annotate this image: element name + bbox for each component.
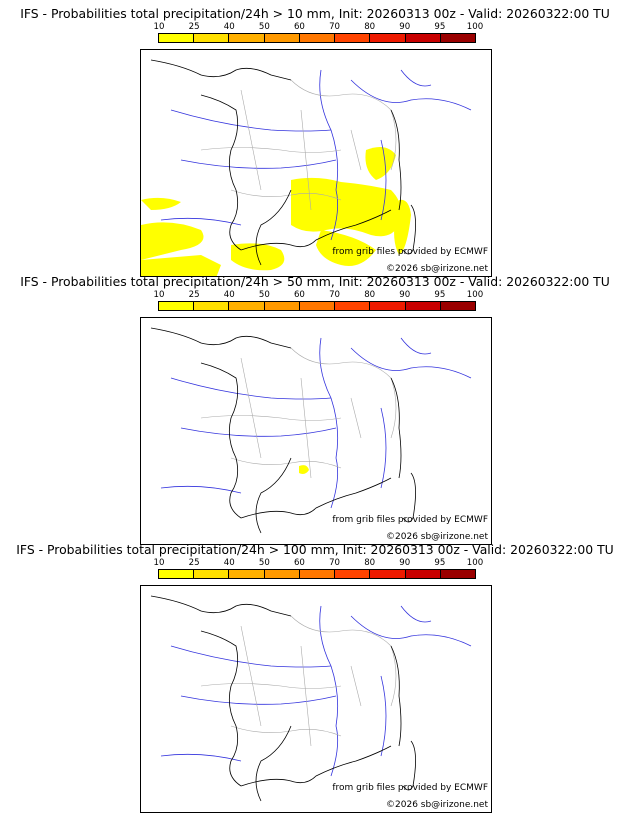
legend-tick-label: 60 [293,290,305,300]
coastline [150,595,416,802]
legend-tick-label: 60 [293,22,305,32]
legend-tick-label: 70 [329,22,341,32]
legend-tick-label: 90 [399,558,411,568]
credit-copyright: ©2026 sb@irizone.net [386,800,488,810]
legend-tick-label: 80 [364,290,376,300]
legend-tick-label: 40 [223,22,235,32]
legend-swatch [264,302,300,310]
legend-swatch [405,302,441,310]
legend-swatch [159,570,195,578]
credit-copyright: ©2026 sb@irizone.net [386,264,488,274]
legend-tick-label: 50 [258,290,270,300]
legend-tick-label: 25 [188,558,200,568]
color-legend: 10 25 40 50 60 70 80 90 95 100 [154,290,483,314]
rivers [160,337,472,509]
legend-tick-label: 10 [153,22,165,32]
borders [200,79,397,211]
legend-swatch [299,34,336,42]
legend-tick-label: 80 [364,22,376,32]
precip-map: from grib files provided by ECMWF ©2026 … [140,317,492,545]
legend-tick-label: 80 [364,558,376,568]
precip-area [141,146,411,276]
legend-tick-label: 50 [258,22,270,32]
legend-swatch [264,34,300,42]
panel-title: IFS - Probabilities total precipitation/… [20,6,610,21]
legend-tick-label: 95 [434,290,446,300]
rivers [160,605,472,777]
legend-tick-label: 10 [153,558,165,568]
legend-swatch [299,570,336,578]
legend-tick-label: 40 [223,558,235,568]
legend-swatch [194,34,230,42]
legend-tick-label: 70 [329,290,341,300]
map-graphic [150,327,472,534]
legend-tick-label: 100 [466,290,484,300]
legend-swatch [194,302,230,310]
legend-tick-label: 90 [399,22,411,32]
legend-tick-label: 40 [223,290,235,300]
legend-tick-label: 90 [399,290,411,300]
coastline [150,59,416,266]
legend-swatch [229,302,265,310]
map-panel-50mm: IFS - Probabilities total precipitation/… [0,274,630,545]
legend-swatch [229,34,265,42]
legend-tick-label: 95 [434,22,446,32]
legend-tick-label: 100 [466,558,484,568]
precip-area [299,465,309,474]
legend-tick-label: 60 [293,558,305,568]
credit-grib: from grib files provided by ECMWF [332,783,488,793]
legend-swatch [440,302,475,310]
legend-swatch [370,570,406,578]
map-graphic [141,59,472,276]
legend-swatch [264,570,300,578]
legend-tick-label: 50 [258,558,270,568]
legend-swatch [159,302,195,310]
map-panel-100mm: IFS - Probabilities total precipitation/… [0,542,630,813]
legend-swatch [370,34,406,42]
legend-swatch [370,302,406,310]
color-legend: 10 25 40 50 60 70 80 90 95 100 [154,558,483,582]
credit-grib: from grib files provided by ECMWF [332,247,488,257]
borders [200,615,397,747]
legend-tick-label: 25 [188,290,200,300]
legend-swatch [299,302,336,310]
color-legend: 10 25 40 50 60 70 80 90 95 100 [154,22,483,46]
legend-color-bar [158,301,476,311]
precip-map: from grib files provided by ECMWF ©2026 … [140,49,492,277]
legend-color-bar [158,33,476,43]
legend-swatch [335,570,371,578]
legend-swatch [440,570,475,578]
legend-swatch [194,570,230,578]
map-graphic [150,595,472,802]
map-panel-10mm: IFS - Probabilities total precipitation/… [0,6,630,277]
legend-swatch [159,34,195,42]
legend-color-bar [158,569,476,579]
rivers [160,69,472,241]
legend-tick-label: 100 [466,22,484,32]
legend-tick-label: 95 [434,558,446,568]
legend-tick-label: 70 [329,558,341,568]
panel-title: IFS - Probabilities total precipitation/… [20,274,610,289]
legend-swatch [405,570,441,578]
coastline [150,327,416,534]
panel-title: IFS - Probabilities total precipitation/… [16,542,614,557]
legend-swatch [229,570,265,578]
credit-grib: from grib files provided by ECMWF [332,515,488,525]
precip-map: from grib files provided by ECMWF ©2026 … [140,585,492,813]
legend-swatch [440,34,475,42]
legend-tick-label: 25 [188,22,200,32]
legend-tick-label: 10 [153,290,165,300]
legend-swatch [335,302,371,310]
legend-swatch [335,34,371,42]
borders [200,347,397,479]
credit-copyright: ©2026 sb@irizone.net [386,532,488,542]
legend-swatch [405,34,441,42]
